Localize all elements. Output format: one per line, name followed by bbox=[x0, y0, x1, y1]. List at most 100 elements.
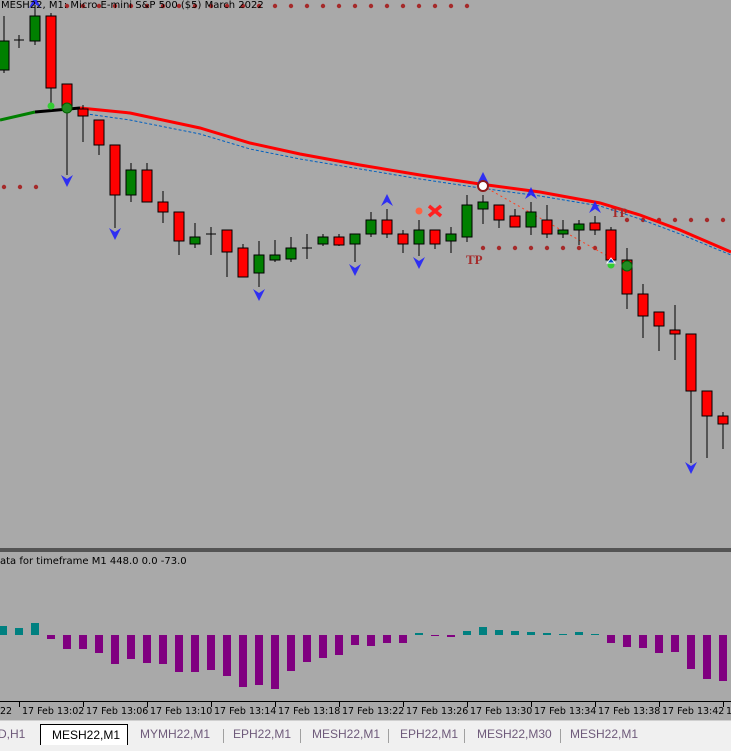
price-chart[interactable]: TP TP bbox=[0, 0, 731, 700]
candle-body bbox=[93, 119, 105, 146]
histogram-bar bbox=[239, 635, 247, 687]
candle bbox=[413, 220, 425, 256]
candle bbox=[93, 119, 105, 155]
candle bbox=[189, 223, 201, 248]
level-dot bbox=[368, 3, 374, 9]
level-dot bbox=[720, 217, 726, 223]
candle-body bbox=[509, 215, 521, 228]
candle-body bbox=[397, 233, 409, 245]
time-label: 17 Feb 13:02 bbox=[22, 706, 85, 717]
chart-tab[interactable]: EPH22,M1 bbox=[233, 727, 292, 741]
level-dot bbox=[176, 3, 182, 9]
candle bbox=[589, 216, 601, 235]
candle bbox=[157, 191, 169, 223]
level-dot bbox=[256, 3, 262, 9]
candle-body bbox=[221, 229, 233, 253]
chart-tab[interactable]: MYMH22,M1 bbox=[140, 727, 211, 741]
time-label: 17 Feb 13:34 bbox=[534, 706, 597, 717]
histogram-bar bbox=[159, 635, 167, 664]
level-dot bbox=[144, 3, 150, 9]
level-dot bbox=[448, 3, 454, 9]
histogram-bar bbox=[383, 635, 391, 643]
histogram-bar bbox=[255, 635, 263, 685]
time-label: 17 bbox=[726, 706, 731, 717]
candle bbox=[669, 305, 681, 360]
axis-tick bbox=[339, 702, 340, 707]
candle bbox=[302, 234, 312, 259]
histogram-bar bbox=[687, 635, 695, 669]
candle bbox=[141, 163, 153, 203]
buy-arrow-icon bbox=[381, 194, 393, 206]
candle bbox=[45, 13, 57, 103]
level-dot bbox=[432, 3, 438, 9]
chart-tab[interactable]: MESH22,M30 bbox=[477, 727, 552, 741]
histogram-bar bbox=[175, 635, 183, 672]
histogram-bar bbox=[95, 635, 103, 653]
histogram-bar bbox=[63, 635, 71, 649]
level-dot bbox=[320, 3, 326, 9]
histogram-bar bbox=[607, 635, 615, 643]
candle bbox=[557, 220, 569, 238]
buy-arrow-icon bbox=[29, 0, 41, 8]
histogram-bar bbox=[415, 633, 423, 635]
level-dot bbox=[1, 184, 7, 190]
histogram-bar bbox=[447, 635, 455, 637]
level-dot bbox=[208, 3, 214, 9]
histogram-bar bbox=[15, 628, 23, 635]
histogram-bar bbox=[495, 630, 503, 635]
axis-tick bbox=[403, 702, 404, 707]
level-dot bbox=[416, 3, 422, 9]
time-label: 17 Feb 13:14 bbox=[214, 706, 277, 717]
candle bbox=[621, 248, 633, 309]
chart-tab[interactable]: MESH22,M1 bbox=[40, 724, 128, 745]
level-dot bbox=[560, 245, 566, 251]
time-label: 17 Feb 13:06 bbox=[86, 706, 149, 717]
level-dot bbox=[112, 3, 118, 9]
candle-body bbox=[429, 229, 441, 245]
ma-green-segment bbox=[0, 110, 36, 122]
candle bbox=[125, 163, 137, 202]
chart-tab[interactable]: MESH22,M1 bbox=[312, 727, 381, 741]
axis-tick bbox=[147, 702, 148, 707]
moving-average-red bbox=[79, 106, 731, 254]
indicator-label: ata for timeframe M1 448.0 0.0 -73.0 bbox=[0, 556, 187, 567]
candle-body bbox=[685, 333, 697, 392]
histogram-bar bbox=[271, 635, 279, 689]
level-dot bbox=[128, 3, 134, 9]
chart-tab[interactable]: D,H1 bbox=[0, 727, 26, 741]
histogram-bar bbox=[623, 635, 631, 647]
histogram-bar bbox=[591, 634, 599, 635]
sell-arrow-icon bbox=[685, 462, 697, 474]
time-label: 17 Feb 13:38 bbox=[598, 706, 661, 717]
buy-arrow-icon bbox=[525, 187, 537, 199]
candle-body bbox=[77, 108, 89, 117]
candle bbox=[61, 83, 73, 175]
level-dot bbox=[672, 217, 678, 223]
candle-body bbox=[669, 329, 681, 335]
level-dot bbox=[17, 184, 23, 190]
chart-tab[interactable]: EPH22,M1 bbox=[400, 727, 459, 741]
candle-body bbox=[317, 236, 329, 245]
candle bbox=[381, 209, 393, 238]
level-dot bbox=[336, 3, 342, 9]
tab-separator bbox=[388, 729, 389, 743]
histogram-bar bbox=[671, 635, 679, 652]
candle bbox=[541, 205, 553, 238]
candle bbox=[717, 412, 729, 449]
candle bbox=[685, 333, 697, 463]
candle-body bbox=[493, 204, 505, 221]
time-label: 17 Feb 13:22 bbox=[342, 706, 405, 717]
candle bbox=[221, 229, 233, 277]
level-dot bbox=[592, 245, 598, 251]
chart-tabs-bar: D,H1 MESH22,M1 MYMH22,M1 EPH22,M1 MESH22,M1 E… bbox=[0, 720, 731, 751]
dotted-levels bbox=[1, 3, 726, 251]
histogram-bar bbox=[351, 635, 359, 645]
time-label: 17 Feb 13:26 bbox=[406, 706, 469, 717]
level-dot bbox=[304, 3, 310, 9]
entry-dot-icon bbox=[47, 102, 55, 110]
level-dot bbox=[240, 3, 246, 9]
tab-separator bbox=[560, 729, 561, 743]
chart-tab[interactable]: MESH22,M1 bbox=[570, 727, 639, 741]
level-dot bbox=[464, 3, 470, 9]
candle-body bbox=[253, 254, 265, 274]
